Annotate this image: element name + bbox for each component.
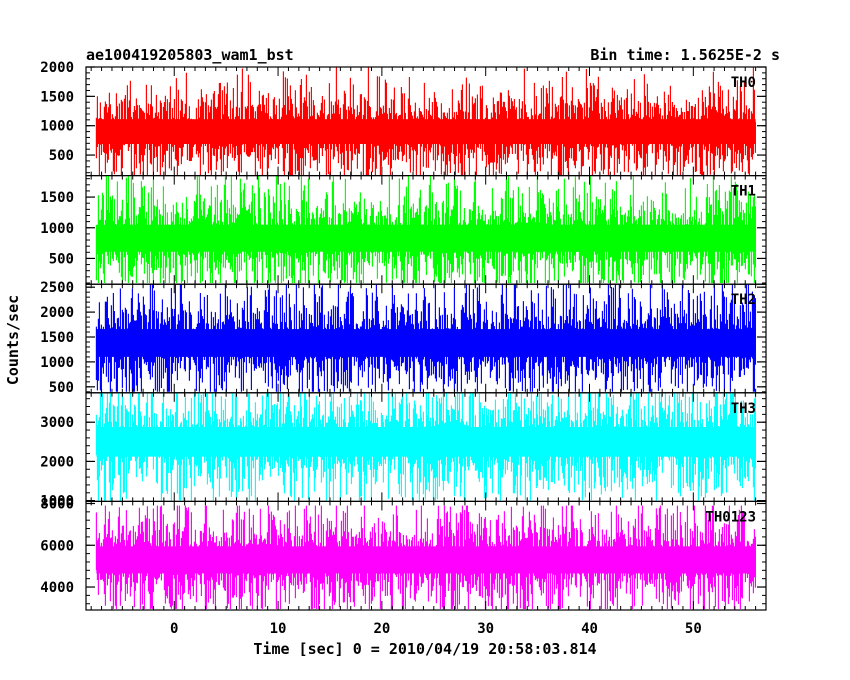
y-tick-label: 2000 <box>40 454 74 470</box>
series-core-th0 <box>96 119 756 144</box>
series-core-th0123 <box>96 546 756 574</box>
panel-th3: 1000 2000 3000 TH3 <box>40 392 767 510</box>
x-tick-label: 50 <box>685 621 702 637</box>
channel-label-th0123: TH0123 <box>705 509 756 525</box>
y-tick-label: 500 <box>49 148 74 164</box>
y-tick-label: 1500 <box>40 190 74 206</box>
y-tick-label: 1000 <box>40 221 74 237</box>
y-tick-label: 1000 <box>40 494 74 510</box>
y-tick-label: 3000 <box>40 415 74 431</box>
x-axis-label: Time [sec] 0 = 2010/04/19 20:58:03.814 <box>253 640 596 658</box>
y-tick-label: 2000 <box>40 60 74 76</box>
panel-th0: 500 1000 1500 2000 TH0 <box>40 60 767 177</box>
y-tick-label: 500 <box>49 251 74 267</box>
channel-label-th2: TH2 <box>731 292 756 308</box>
y-axis-label: Counts/sec <box>4 295 22 385</box>
x-tick-label: 30 <box>477 621 494 637</box>
series-core-th2 <box>96 329 756 357</box>
panel-th2: 500 1000 1500 2000 2500 TH2 <box>40 280 767 396</box>
y-tick-label: 8000 <box>40 496 74 512</box>
y-tick-label: 1000 <box>40 355 74 371</box>
x-tick-label: 10 <box>270 621 287 637</box>
y-tick-label: 2000 <box>40 305 74 321</box>
y-tick-label: 2500 <box>40 280 74 296</box>
x-axis: 0 10 20 30 40 50 <box>170 621 702 637</box>
y-tick-label: 500 <box>49 380 74 396</box>
y-tick-label: 4000 <box>40 580 74 596</box>
channel-label-th1: TH1 <box>731 184 756 200</box>
y-tick-label: 1000 <box>40 119 74 135</box>
x-tick-label: 20 <box>373 621 390 637</box>
y-tick-label: 6000 <box>40 538 74 554</box>
channel-label-th3: TH3 <box>731 401 756 417</box>
x-tick-label: 0 <box>170 621 178 637</box>
panel-th0123: 4000 6000 8000 TH0123 <box>40 496 767 611</box>
bin-time-label: Bin time: 1.5625E-2 s <box>590 46 780 64</box>
x-tick-label: 40 <box>581 621 598 637</box>
panel-frame <box>85 500 767 611</box>
series-core-th3 <box>96 426 756 457</box>
y-tick-label: 1500 <box>40 89 74 105</box>
panel-th1: 500 1000 1500 TH1 <box>40 175 767 285</box>
y-tick-label: 1500 <box>40 330 74 346</box>
channel-label-th0: TH0 <box>731 75 756 91</box>
chart-title: ae100419205803_wam1_bst <box>86 46 294 64</box>
series-core-th1 <box>96 224 756 252</box>
